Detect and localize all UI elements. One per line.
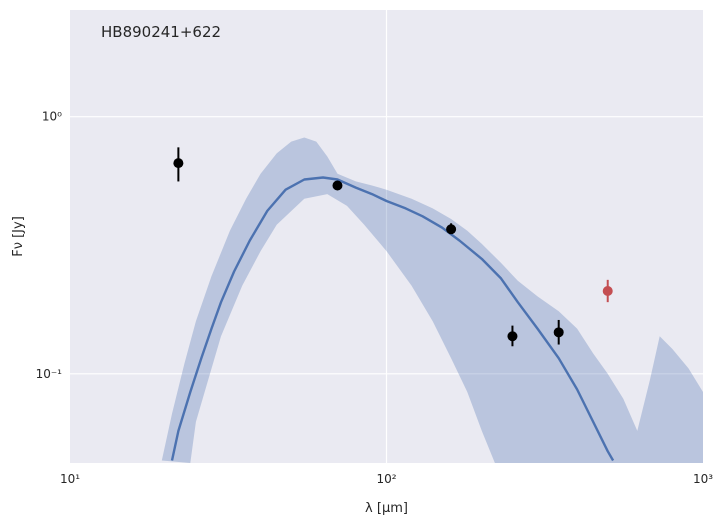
data-point: [446, 224, 457, 235]
data-point: [507, 331, 518, 342]
model-line-group: [170, 176, 615, 462]
y-axis-label: Fν [Jy]: [11, 216, 26, 257]
x-tick-label: 10²: [376, 472, 396, 486]
x-tick-label: 10¹: [60, 472, 80, 486]
data-point: [553, 327, 564, 338]
chart-annotation: HB890241+622: [101, 23, 221, 41]
data-point: [332, 180, 343, 191]
y-tick-label: 10⁻¹: [36, 367, 63, 381]
y-tick-label: 10⁰: [42, 110, 62, 124]
x-tick-label: 10³: [693, 472, 713, 486]
data-point: [173, 158, 184, 169]
data-point-group: [173, 147, 613, 347]
uncertainty-band-group: [161, 137, 703, 463]
model-line: [170, 176, 615, 462]
uncertainty-band: [161, 137, 703, 463]
data-point: [602, 285, 613, 296]
x-axis-label: λ [μm]: [365, 501, 408, 516]
tick-label-group: 10¹ 10² 10³ 10⁻¹ 10⁰: [36, 110, 714, 486]
grid: [70, 10, 703, 463]
